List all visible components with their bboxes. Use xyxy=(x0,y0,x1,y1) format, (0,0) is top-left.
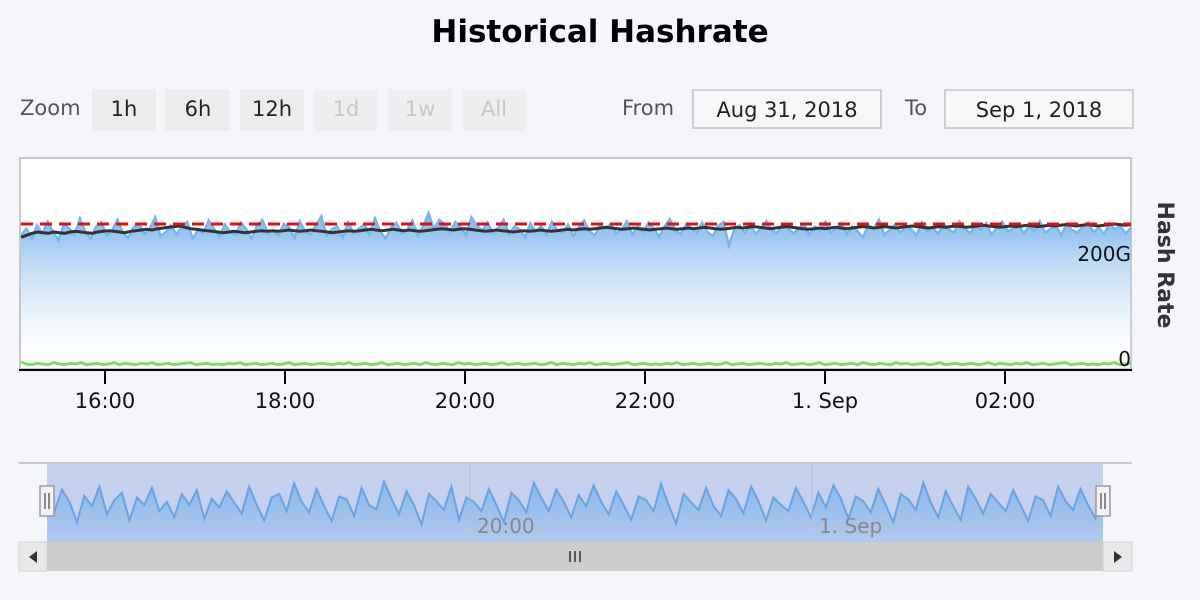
zoom-button-all: All xyxy=(462,89,526,131)
x-tick-label: 1. Sep xyxy=(792,389,858,413)
from-date-input[interactable]: Aug 31, 2018 xyxy=(692,89,882,129)
low-series-line xyxy=(20,360,1132,367)
x-tick-label: 20:00 xyxy=(435,389,496,413)
x-tick-label: 22:00 xyxy=(615,389,676,413)
zoom-button-1w: 1w xyxy=(388,89,452,131)
zoom-button-12h[interactable]: 12h xyxy=(240,89,304,131)
y-tick-label: 200G xyxy=(1077,242,1131,266)
y-tick-label: 0 xyxy=(1118,347,1131,371)
from-label: From xyxy=(622,96,675,120)
x-tick-label: 18:00 xyxy=(255,389,316,413)
navigator-line xyxy=(46,478,1104,529)
arrow-left-icon xyxy=(29,551,37,563)
navigator-tick-label: 1. Sep xyxy=(819,514,882,538)
zoom-button-1d: 1d xyxy=(314,89,378,131)
x-tick-label: 02:00 xyxy=(975,389,1036,413)
hashrate-area xyxy=(21,213,1131,366)
to-label: To xyxy=(905,96,928,120)
zoom-label: Zoom xyxy=(20,96,81,120)
zoom-button-6h[interactable]: 6h xyxy=(166,89,230,131)
average-line xyxy=(20,222,1132,239)
chart-title: Historical Hashrate xyxy=(431,14,769,50)
navigator-left-handle[interactable] xyxy=(39,485,55,517)
navigator-right-handle[interactable] xyxy=(1095,485,1111,517)
arrow-right-icon xyxy=(1114,551,1122,563)
to-date-input[interactable]: Sep 1, 2018 xyxy=(944,89,1134,129)
zoom-button-1h[interactable]: 1h xyxy=(92,89,156,131)
x-tick-label: 16:00 xyxy=(75,389,136,413)
y-axis-title: Hash Rate xyxy=(1152,202,1177,329)
navigator-tick-label: 20:00 xyxy=(477,514,535,538)
